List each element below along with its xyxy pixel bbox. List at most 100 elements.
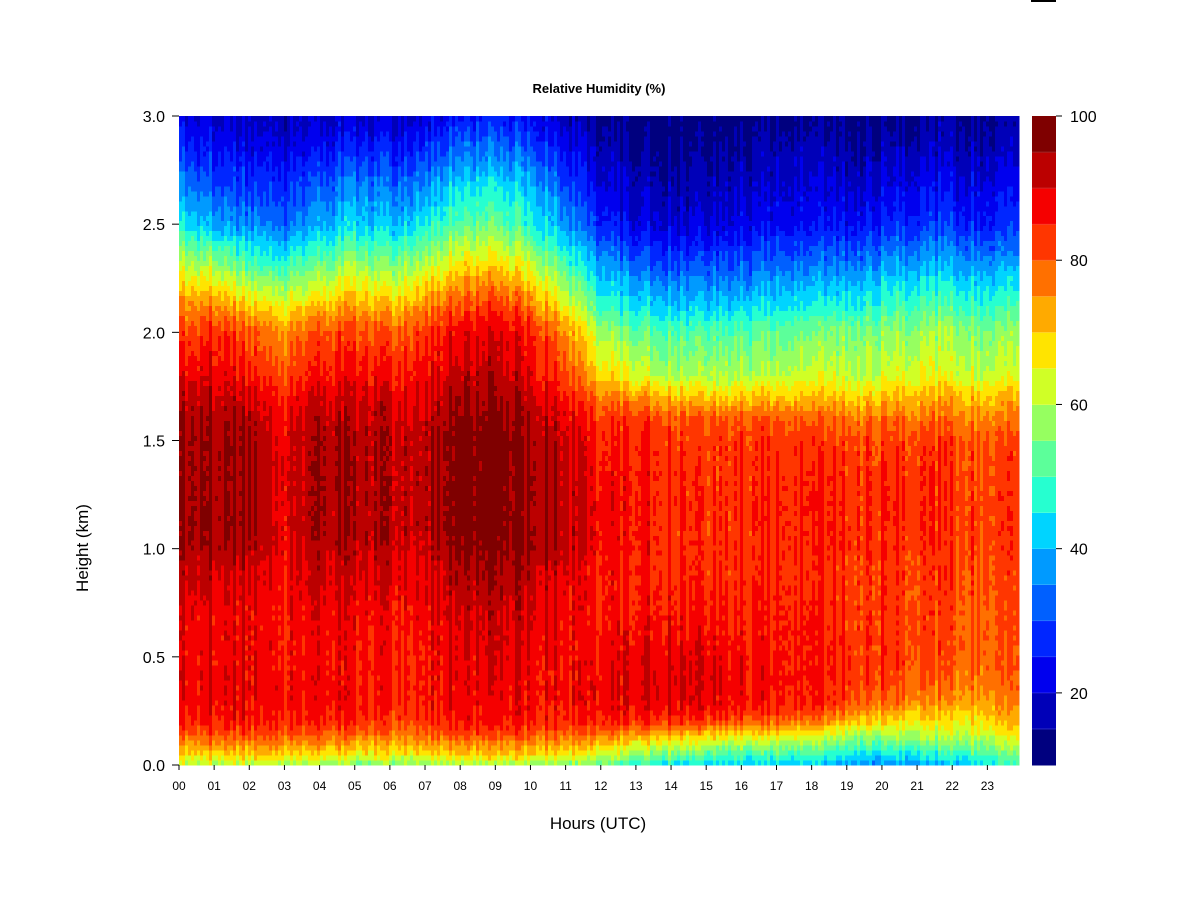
heatmap-cell [248, 745, 252, 751]
heatmap-cell [179, 610, 183, 616]
heatmap-cell [206, 700, 210, 706]
heatmap-cell [248, 535, 252, 541]
heatmap-cell [239, 485, 243, 491]
heatmap-cell [281, 135, 285, 142]
heatmap-cell [197, 565, 201, 571]
heatmap-cell [215, 230, 219, 237]
heatmap-cell [284, 705, 288, 711]
heatmap-cell [206, 340, 210, 347]
heatmap-cell [224, 415, 228, 421]
heatmap-cell [227, 710, 231, 716]
heatmap-cell [248, 155, 252, 162]
heatmap-cell [227, 290, 231, 297]
heatmap-cell [257, 285, 261, 292]
heatmap-cell [200, 760, 204, 766]
heatmap-cell [236, 385, 240, 391]
heatmap-cell [215, 430, 219, 436]
heatmap-cell [236, 500, 240, 506]
heatmap-cell [230, 320, 234, 327]
heatmap-cell [260, 510, 264, 516]
heatmap-cell [236, 575, 240, 581]
heatmap-cell [266, 340, 270, 347]
heatmap-cell [233, 445, 237, 451]
heatmap-cell [179, 600, 183, 606]
heatmap-cell [227, 675, 231, 681]
heatmap-cell [194, 450, 198, 456]
heatmap-cell [290, 430, 294, 436]
heatmap-cell [197, 235, 201, 242]
heatmap-cell [188, 265, 192, 272]
heatmap-cell [182, 250, 186, 257]
heatmap-cell [284, 530, 288, 536]
heatmap-cell [179, 395, 183, 401]
heatmap-cell [278, 700, 282, 706]
heatmap-cell [257, 355, 261, 362]
heatmap-cell [263, 525, 267, 531]
heatmap-cell [266, 545, 270, 551]
heatmap-cell [197, 335, 201, 342]
heatmap-cell [278, 310, 282, 317]
heatmap-cell [260, 116, 264, 122]
heatmap-cell [266, 140, 270, 147]
heatmap-cell [218, 540, 222, 546]
heatmap-cell [212, 435, 216, 441]
heatmap-cell [227, 330, 231, 337]
heatmap-cell [212, 380, 216, 386]
heatmap-cell [242, 405, 246, 411]
heatmap-cell [215, 660, 219, 666]
heatmap-cell [224, 175, 228, 182]
heatmap-cell [287, 535, 291, 541]
heatmap-cell [281, 465, 285, 471]
heatmap-cell [182, 365, 186, 372]
heatmap-cell [200, 300, 204, 307]
heatmap-cell [245, 280, 249, 287]
heatmap-cell [212, 535, 216, 541]
heatmap-cell [290, 510, 294, 516]
heatmap-cell [266, 505, 270, 511]
heatmap-cell [197, 370, 201, 376]
heatmap-cell [272, 610, 276, 616]
heatmap-cell [257, 595, 261, 601]
heatmap-cell [188, 545, 192, 551]
heatmap-cell [290, 160, 294, 167]
heatmap-cell [245, 455, 249, 461]
heatmap-cell [275, 325, 279, 332]
heatmap-cell [290, 300, 294, 307]
heatmap-cell [239, 275, 243, 282]
heatmap-cell [239, 510, 243, 516]
heatmap-cell [263, 280, 267, 287]
heatmap-cell [179, 540, 183, 546]
heatmap-cell [242, 550, 246, 556]
heatmap-cell [191, 225, 195, 232]
heatmap-cell [245, 175, 249, 182]
heatmap-cell [185, 120, 189, 127]
heatmap-cell [182, 395, 186, 401]
heatmap-cell [230, 210, 234, 217]
heatmap-cell [218, 695, 222, 701]
heatmap-cell [263, 185, 267, 192]
heatmap-cell [266, 510, 270, 516]
heatmap-cell [242, 310, 246, 317]
heatmap-cell [239, 595, 243, 601]
heatmap-cell [236, 475, 240, 481]
heatmap-cell [248, 190, 252, 197]
heatmap-cell [254, 520, 258, 526]
heatmap-cell [257, 510, 261, 516]
heatmap-cell [212, 116, 216, 122]
heatmap-cell [254, 660, 258, 666]
heatmap-cell [236, 355, 240, 362]
heatmap-cell [242, 695, 246, 701]
heatmap-cell [266, 165, 270, 172]
heatmap-cell [239, 630, 243, 636]
heatmap-cell [221, 745, 225, 751]
heatmap-cell [272, 145, 276, 152]
heatmap-cell [191, 195, 195, 202]
heatmap-cell [248, 675, 252, 681]
heatmap-cell [206, 400, 210, 406]
heatmap-cell [239, 730, 243, 736]
heatmap-cell [260, 190, 264, 197]
heatmap-cell [275, 395, 279, 401]
heatmap-cell [206, 525, 210, 531]
heatmap-cell [272, 160, 276, 167]
heatmap-cell [197, 705, 201, 711]
